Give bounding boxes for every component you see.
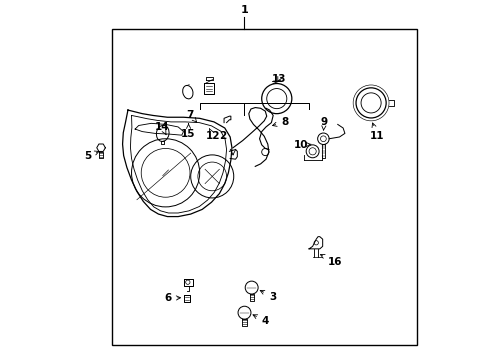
Text: 4: 4 — [252, 315, 268, 326]
Text: 16: 16 — [320, 255, 342, 267]
Text: 1: 1 — [240, 5, 248, 15]
Bar — [112, 30, 416, 345]
Text: 5: 5 — [83, 151, 99, 161]
Text: 14: 14 — [154, 122, 169, 135]
Text: 12: 12 — [205, 129, 220, 141]
Text: 2: 2 — [219, 131, 226, 141]
Text: 13: 13 — [271, 74, 285, 84]
Text: 15: 15 — [181, 123, 195, 139]
Text: 6: 6 — [164, 293, 180, 303]
Text: 3: 3 — [260, 291, 276, 302]
Text: 10: 10 — [293, 140, 310, 150]
Text: 8: 8 — [272, 117, 288, 127]
Text: 9: 9 — [320, 117, 327, 130]
Text: 11: 11 — [369, 123, 384, 141]
Text: 7: 7 — [186, 110, 196, 122]
